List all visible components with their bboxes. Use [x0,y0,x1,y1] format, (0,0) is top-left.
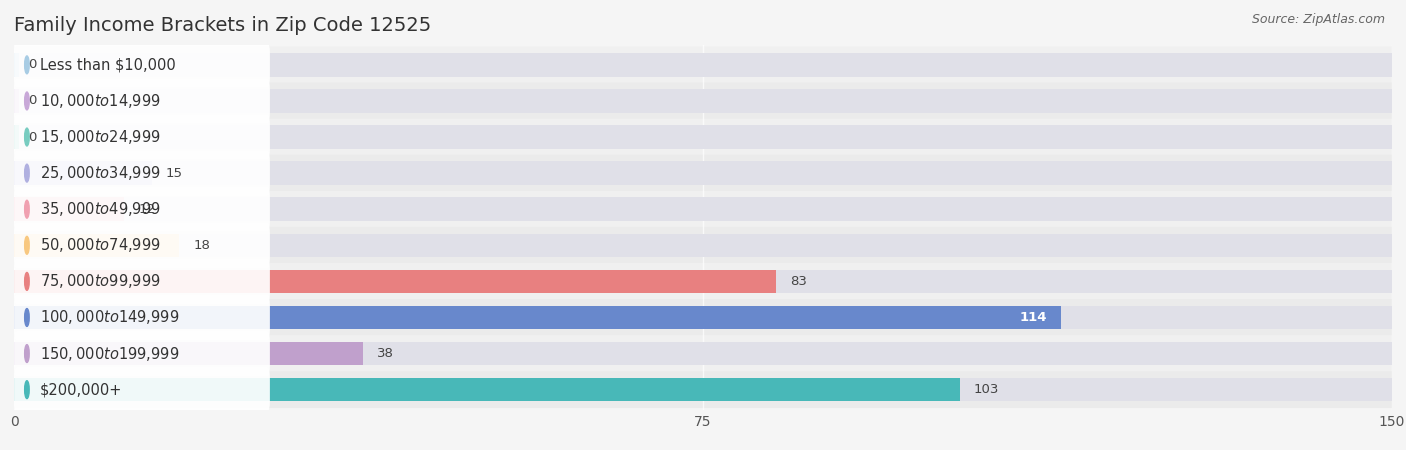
Bar [14,89,18,112]
FancyBboxPatch shape [14,223,270,267]
Text: Family Income Brackets in Zip Code 12525: Family Income Brackets in Zip Code 12525 [14,16,432,35]
FancyBboxPatch shape [14,299,1392,336]
Circle shape [25,272,30,290]
FancyBboxPatch shape [14,151,270,195]
Bar [14,342,1392,365]
Bar [14,306,1392,329]
Circle shape [25,92,30,110]
Text: 0: 0 [28,94,37,108]
Text: 103: 103 [974,383,1000,396]
Text: Less than $10,000: Less than $10,000 [39,57,176,72]
Text: $10,000 to $14,999: $10,000 to $14,999 [39,92,160,110]
FancyBboxPatch shape [14,263,1392,300]
FancyBboxPatch shape [14,368,270,412]
Text: 0: 0 [28,58,37,72]
FancyBboxPatch shape [14,115,270,159]
Circle shape [25,128,30,146]
Bar [14,270,776,293]
Circle shape [25,309,30,326]
Circle shape [25,381,30,399]
Bar [14,342,363,365]
FancyBboxPatch shape [14,46,1392,83]
FancyBboxPatch shape [14,259,270,304]
FancyBboxPatch shape [14,119,1392,155]
Text: $50,000 to $74,999: $50,000 to $74,999 [39,236,160,254]
Bar [14,162,152,185]
Bar [14,89,1392,112]
Text: 12: 12 [138,202,155,216]
Text: 83: 83 [790,275,807,288]
Bar [14,306,1062,329]
FancyBboxPatch shape [14,295,270,340]
Bar [14,378,960,401]
Bar [14,53,18,76]
Circle shape [25,200,30,218]
FancyBboxPatch shape [14,79,270,123]
Text: 15: 15 [166,166,183,180]
Circle shape [25,236,30,254]
Text: $35,000 to $49,999: $35,000 to $49,999 [39,200,160,218]
Text: $15,000 to $24,999: $15,000 to $24,999 [39,128,160,146]
FancyBboxPatch shape [14,331,270,376]
FancyBboxPatch shape [14,43,270,87]
Text: $25,000 to $34,999: $25,000 to $34,999 [39,164,160,182]
Text: 0: 0 [28,130,37,144]
Text: 114: 114 [1019,311,1047,324]
Circle shape [25,345,30,363]
Bar [14,198,1392,221]
Bar [14,234,180,257]
Circle shape [25,56,30,74]
Text: $100,000 to $149,999: $100,000 to $149,999 [39,308,179,326]
Text: 18: 18 [193,239,209,252]
FancyBboxPatch shape [14,155,1392,192]
Text: Source: ZipAtlas.com: Source: ZipAtlas.com [1251,14,1385,27]
FancyBboxPatch shape [14,335,1392,372]
Bar [14,270,1392,293]
Text: $150,000 to $199,999: $150,000 to $199,999 [39,345,179,363]
Text: $75,000 to $99,999: $75,000 to $99,999 [39,272,160,290]
Bar [14,198,124,221]
Bar [14,378,1392,401]
FancyBboxPatch shape [14,371,1392,408]
Bar [14,162,1392,185]
FancyBboxPatch shape [14,82,1392,119]
Bar [14,125,18,149]
Text: $200,000+: $200,000+ [39,382,122,397]
Bar [14,53,1392,76]
Bar [14,125,1392,149]
FancyBboxPatch shape [14,187,270,231]
Bar [14,234,1392,257]
Text: 38: 38 [377,347,394,360]
Circle shape [25,164,30,182]
FancyBboxPatch shape [14,191,1392,228]
FancyBboxPatch shape [14,227,1392,264]
